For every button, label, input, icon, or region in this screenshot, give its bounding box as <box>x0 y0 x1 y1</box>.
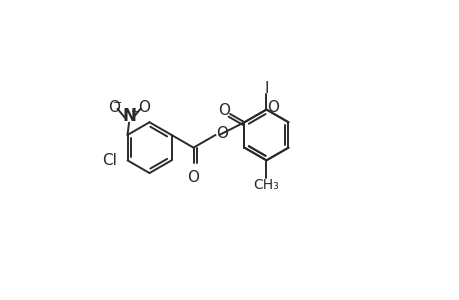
Text: O: O <box>107 100 119 116</box>
Text: I: I <box>263 81 268 96</box>
Text: O: O <box>218 103 230 118</box>
Text: N: N <box>122 107 136 125</box>
Text: O: O <box>216 126 228 141</box>
Text: CH₃: CH₃ <box>253 178 279 192</box>
Text: +: + <box>130 107 138 117</box>
Text: O: O <box>138 100 150 116</box>
Text: O: O <box>187 170 199 185</box>
Text: −: − <box>112 98 122 108</box>
Text: Cl: Cl <box>101 153 117 168</box>
Text: O: O <box>266 100 278 115</box>
